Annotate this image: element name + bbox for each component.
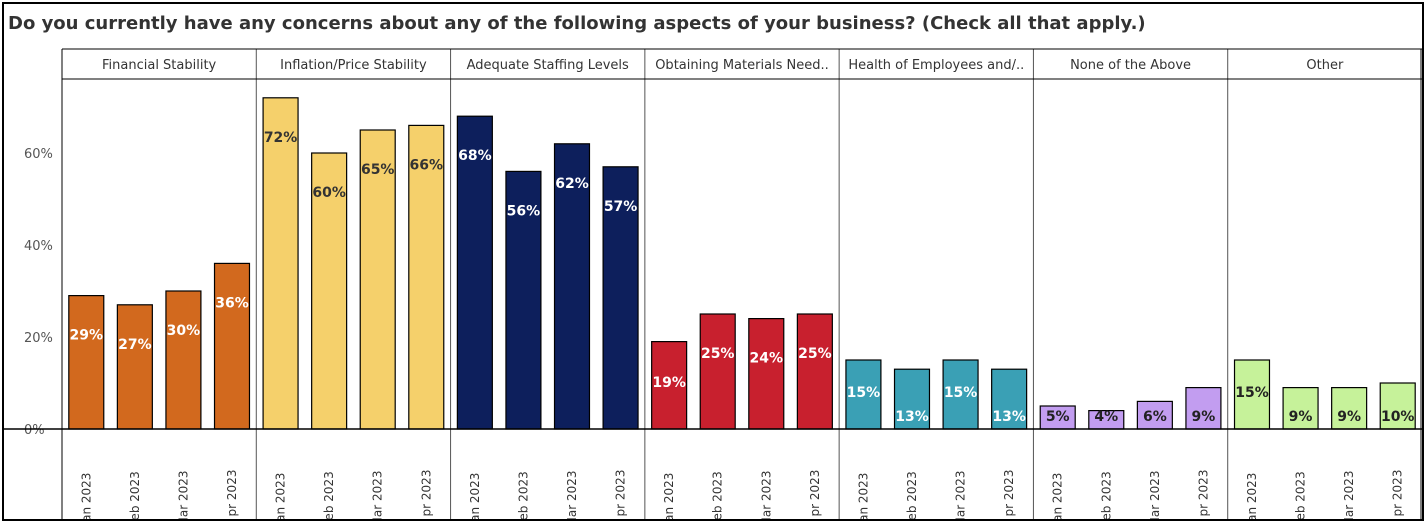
bar-financial-stability-feb-2023	[116, 304, 153, 430]
data-label: 66%	[410, 157, 444, 173]
x-tick-label: Feb 2023	[1099, 471, 1113, 519]
x-tick-label: Jan 2023	[856, 473, 870, 519]
bar-other-feb-2023	[1282, 387, 1319, 430]
data-label: 10%	[1381, 409, 1415, 425]
x-tick-label: Mar 2023	[954, 471, 968, 520]
data-label: 25%	[798, 346, 832, 362]
bar-other-apr-2023	[1379, 382, 1416, 430]
data-label: 27%	[118, 337, 152, 353]
x-tick-label: A pr 2023	[225, 470, 239, 519]
x-tick-label: A pr 2023	[419, 470, 433, 519]
y-tick-label: 60%	[24, 147, 53, 162]
x-tick-label: A pr 2023	[1196, 470, 1210, 519]
x-tick-label: Jan 2023	[79, 473, 93, 519]
panel-header-other: Other	[1306, 58, 1344, 73]
data-label: 65%	[361, 162, 395, 178]
data-label: 25%	[701, 346, 735, 362]
data-label: 57%	[604, 199, 638, 215]
bar-inflation-price-stability-feb-2023	[311, 152, 348, 430]
data-label: 13%	[895, 409, 929, 425]
x-tick-label: Feb 2023	[711, 471, 725, 519]
chart-area: 0% 20% 40% 60% Financial Stability 29% Jan 202…	[4, 48, 1422, 520]
data-label: 68%	[458, 148, 492, 164]
panel-header-financial-stability: Financial Stability	[102, 58, 217, 73]
data-label: 56%	[507, 203, 541, 219]
data-label: 15%	[1235, 385, 1269, 401]
bar-none-of-the-above-apr-2023	[1185, 387, 1222, 430]
x-tick-label: Feb 2023	[516, 471, 530, 519]
x-tick-label: Jan 2023	[1051, 473, 1065, 519]
panel-header-obtaining-materials-need: Obtaining Materials Need..	[655, 58, 829, 73]
x-tick-label: Feb 2023	[322, 471, 336, 519]
bar-financial-stability-jan-2023	[68, 295, 105, 430]
x-tick-label: A pr 2023	[1002, 470, 1016, 519]
x-tick-label: Jan 2023	[274, 473, 288, 519]
x-tick-label: A pr 2023	[614, 470, 628, 519]
data-label: 9%	[1289, 409, 1313, 425]
data-label: 36%	[215, 295, 249, 311]
data-label: 5%	[1046, 409, 1070, 425]
bar-health-of-employees-and-jan-2023	[845, 359, 882, 430]
x-tick-label: Mar 2023	[1148, 471, 1162, 520]
x-tick-label: Feb 2023	[128, 471, 142, 519]
x-tick-label: Mar 2023	[565, 471, 579, 520]
x-tick-label: Feb 2023	[905, 471, 919, 519]
bar-health-of-employees-and-apr-2023	[991, 368, 1028, 430]
data-label: 60%	[312, 185, 346, 201]
data-label: 29%	[70, 328, 104, 344]
data-label: 15%	[847, 385, 881, 401]
panel-header-health-of-employees-and: Health of Employees and/..	[848, 58, 1024, 73]
bar-obtaining-materials-need-jan-2023	[651, 341, 688, 430]
x-tick-label: Mar 2023	[759, 471, 773, 520]
x-tick-label: Jan 2023	[662, 473, 676, 519]
bar-inflation-price-stability-mar-2023	[359, 129, 396, 430]
x-tick-label: Mar 2023	[371, 471, 385, 520]
y-tick-label: 0%	[24, 423, 45, 438]
x-tick-label: A pr 2023	[808, 470, 822, 519]
panel-header-inflation-price-stability: Inflation/Price Stability	[280, 58, 427, 73]
bar-obtaining-materials-need-apr-2023	[796, 313, 833, 430]
x-tick-label: A pr 2023	[1391, 470, 1405, 519]
x-tick-label: Mar 2023	[176, 471, 190, 520]
data-label: 9%	[1337, 409, 1361, 425]
bar-health-of-employees-and-mar-2023	[942, 359, 979, 430]
x-tick-label: Mar 2023	[1342, 471, 1356, 520]
x-tick-label: Feb 2023	[1294, 471, 1308, 519]
bar-obtaining-materials-need-mar-2023	[748, 318, 785, 430]
data-label: 9%	[1192, 409, 1216, 425]
panel-header-adequate-staffing-levels: Adequate Staffing Levels	[467, 58, 629, 73]
bar-obtaining-materials-need-feb-2023	[699, 313, 736, 430]
bar-none-of-the-above-mar-2023	[1136, 400, 1173, 430]
bar-financial-stability-apr-2023	[213, 262, 251, 430]
bar-other-mar-2023	[1331, 387, 1368, 430]
data-label: 62%	[555, 176, 589, 192]
data-label: 72%	[264, 130, 298, 146]
data-label: 13%	[992, 409, 1026, 425]
y-tick-label: 40%	[24, 239, 53, 254]
bar-inflation-price-stability-jan-2023	[262, 97, 299, 430]
chart-title: Do you currently have any concerns about…	[8, 13, 1146, 34]
x-tick-label: Jan 2023	[1245, 473, 1259, 519]
y-tick-label: 20%	[24, 331, 53, 346]
data-label: 19%	[652, 375, 686, 391]
x-tick-label: Jan 2023	[468, 473, 482, 519]
data-label: 15%	[944, 385, 978, 401]
data-label: 24%	[750, 351, 784, 367]
data-label: 30%	[167, 323, 201, 339]
bar-adequate-staffing-levels-apr-2023	[602, 166, 639, 430]
data-label: 6%	[1143, 409, 1167, 425]
bar-health-of-employees-and-feb-2023	[893, 368, 931, 430]
panel-header-none-of-the-above: None of the Above	[1070, 58, 1191, 73]
data-label: 4%	[1094, 409, 1118, 425]
bar-financial-stability-mar-2023	[165, 290, 202, 430]
bar-other-jan-2023	[1233, 359, 1271, 430]
